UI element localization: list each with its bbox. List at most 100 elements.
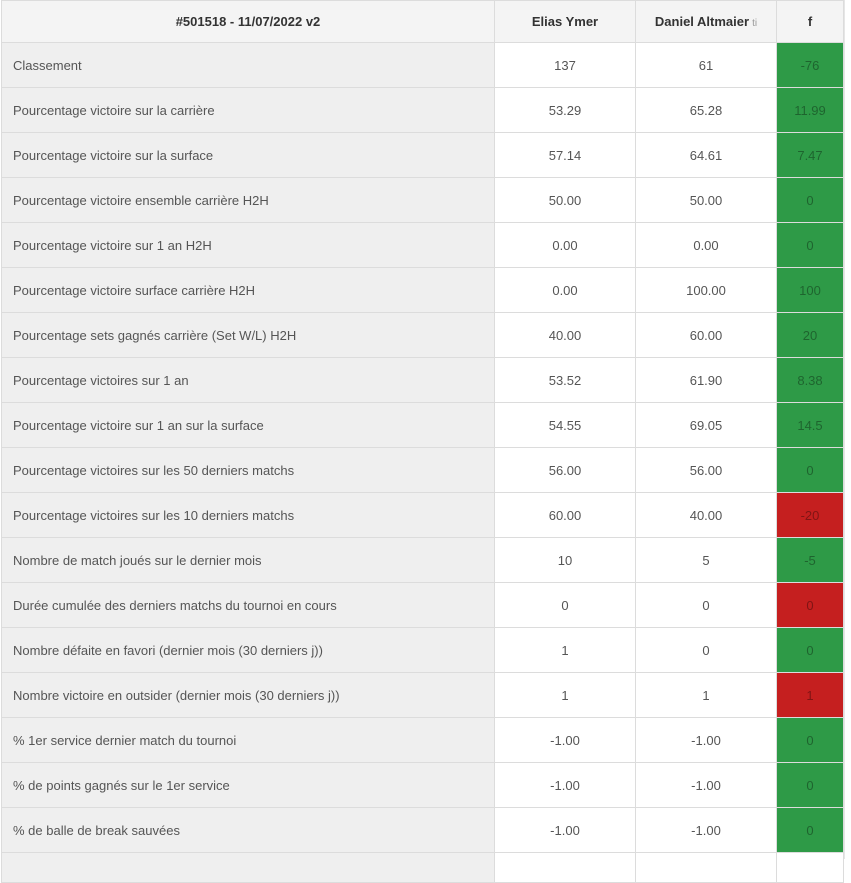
stat-label: % de balle de break sauvées <box>1 807 495 853</box>
stat-label-empty <box>1 852 495 883</box>
player2-value: -1.00 <box>635 807 777 853</box>
player2-value: 65.28 <box>635 87 777 133</box>
diff-value: 0 <box>776 582 844 628</box>
player1-value-empty <box>494 852 636 883</box>
player1-value: 40.00 <box>494 312 636 358</box>
diff-value: 7.47 <box>776 132 844 178</box>
player1-value: 53.52 <box>494 357 636 403</box>
player2-value: 69.05 <box>635 402 777 448</box>
table-row: Pourcentage sets gagnés carrière (Set W/… <box>1 312 844 358</box>
player1-value: 54.55 <box>494 402 636 448</box>
table-row: Pourcentage victoire ensemble carrière H… <box>1 177 844 223</box>
player2-value: 56.00 <box>635 447 777 493</box>
player2-value: 0 <box>635 627 777 673</box>
stat-label: Pourcentage victoires sur 1 an <box>1 357 495 403</box>
player1-name: Elias Ymer <box>531 14 599 29</box>
player1-header[interactable]: Elias Ymer <box>494 0 636 43</box>
table-row: Pourcentage victoires sur les 10 dernier… <box>1 492 844 538</box>
diff-value: -20 <box>776 492 844 538</box>
diff-value: 20 <box>776 312 844 358</box>
player1-value: 1 <box>494 627 636 673</box>
table-header-row: #501518 - 11/07/2022 v2 Elias Ymer Danie… <box>1 0 844 43</box>
diff-value: 0 <box>776 222 844 268</box>
stat-label: Nombre défaite en favori (dernier mois (… <box>1 627 495 673</box>
player2-value: 0 <box>635 582 777 628</box>
table-row: Classement 137 61 -76 <box>1 42 844 88</box>
scrollbar-track[interactable] <box>844 0 851 859</box>
diff-header: f <box>776 0 844 43</box>
diff-value: 14.5 <box>776 402 844 448</box>
stat-label: Pourcentage sets gagnés carrière (Set W/… <box>1 312 495 358</box>
player1-value: 1 <box>494 672 636 718</box>
player2-value: 1 <box>635 672 777 718</box>
stat-label: Pourcentage victoires sur les 50 dernier… <box>1 447 495 493</box>
player2-value: 61 <box>635 42 777 88</box>
table-row: % 1er service dernier match du tournoi -1… <box>1 717 844 763</box>
table-body: Classement 137 61 -76 Pourcentage victoire … <box>1 42 844 883</box>
table-row: Pourcentage victoire surface carrière H2… <box>1 267 844 313</box>
table-row: Pourcentage victoire sur la surface 57.14… <box>1 132 844 178</box>
diff-value: 11.99 <box>776 87 844 133</box>
stat-label: Pourcentage victoires sur les 10 dernier… <box>1 492 495 538</box>
player1-value: 0.00 <box>494 222 636 268</box>
player2-value: 40.00 <box>635 492 777 538</box>
player2-value: 60.00 <box>635 312 777 358</box>
stat-label: Durée cumulée des derniers matchs du tou… <box>1 582 495 628</box>
diff-value: 0 <box>776 762 844 808</box>
diff-value: 100 <box>776 267 844 313</box>
diff-column-title: f <box>807 14 813 29</box>
table-row: Durée cumulée des derniers matchs du tou… <box>1 582 844 628</box>
player2-value: 0.00 <box>635 222 777 268</box>
player1-value: 50.00 <box>494 177 636 223</box>
player1-value: -1.00 <box>494 807 636 853</box>
diff-value: -5 <box>776 537 844 583</box>
table-row: % de points gagnés sur le 1er service -1.… <box>1 762 844 808</box>
player1-value: 53.29 <box>494 87 636 133</box>
diff-value: 0 <box>776 717 844 763</box>
match-title: #501518 - 11/07/2022 v2 <box>175 14 321 29</box>
table-row: Pourcentage victoires sur les 50 dernier… <box>1 447 844 493</box>
player1-value: 137 <box>494 42 636 88</box>
stat-label: Classement <box>1 42 495 88</box>
diff-value: 0 <box>776 447 844 493</box>
diff-value: -76 <box>776 42 844 88</box>
table-row: Pourcentage victoires sur 1 an 53.52 61.90… <box>1 357 844 403</box>
diff-value-empty <box>776 852 844 883</box>
player2-name: Daniel Altmaier <box>654 14 750 29</box>
stat-label: Nombre de match joués sur le dernier moi… <box>1 537 495 583</box>
stat-label: Pourcentage victoire surface carrière H2… <box>1 267 495 313</box>
table-row: Nombre victoire en outsider (dernier moi… <box>1 672 844 718</box>
diff-value: 0 <box>776 627 844 673</box>
player2-value: 5 <box>635 537 777 583</box>
player1-value: -1.00 <box>494 762 636 808</box>
diff-value: 8.38 <box>776 357 844 403</box>
player2-value: -1.00 <box>635 762 777 808</box>
table-row-partial <box>1 852 844 883</box>
player1-value: 60.00 <box>494 492 636 538</box>
player2-value: 50.00 <box>635 177 777 223</box>
match-title-header: #501518 - 11/07/2022 v2 <box>1 0 495 43</box>
stat-label: % 1er service dernier match du tournoi <box>1 717 495 763</box>
player2-header[interactable]: Daniel Altmaier ti <box>635 0 777 43</box>
player1-value: 0.00 <box>494 267 636 313</box>
stat-label: Nombre victoire en outsider (dernier moi… <box>1 672 495 718</box>
stat-label: Pourcentage victoire sur la carrière <box>1 87 495 133</box>
table-row: Nombre défaite en favori (dernier mois (… <box>1 627 844 673</box>
stat-label: Pourcentage victoire sur 1 an H2H <box>1 222 495 268</box>
diff-value: 0 <box>776 177 844 223</box>
player1-value: 57.14 <box>494 132 636 178</box>
stat-label: Pourcentage victoire sur 1 an sur la sur… <box>1 402 495 448</box>
player1-value: -1.00 <box>494 717 636 763</box>
player1-value: 0 <box>494 582 636 628</box>
player2-value: 64.61 <box>635 132 777 178</box>
player2-value: 100.00 <box>635 267 777 313</box>
stat-label: Pourcentage victoire sur la surface <box>1 132 495 178</box>
player2-suffix: ti <box>752 18 758 29</box>
table-row: % de balle de break sauvées -1.00 -1.00 0 <box>1 807 844 853</box>
table-row: Nombre de match joués sur le dernier moi… <box>1 537 844 583</box>
stat-label: % de points gagnés sur le 1er service <box>1 762 495 808</box>
player2-value: -1.00 <box>635 717 777 763</box>
player1-value: 56.00 <box>494 447 636 493</box>
diff-value: 0 <box>776 807 844 853</box>
table-row: Pourcentage victoire sur la carrière 53.2… <box>1 87 844 133</box>
